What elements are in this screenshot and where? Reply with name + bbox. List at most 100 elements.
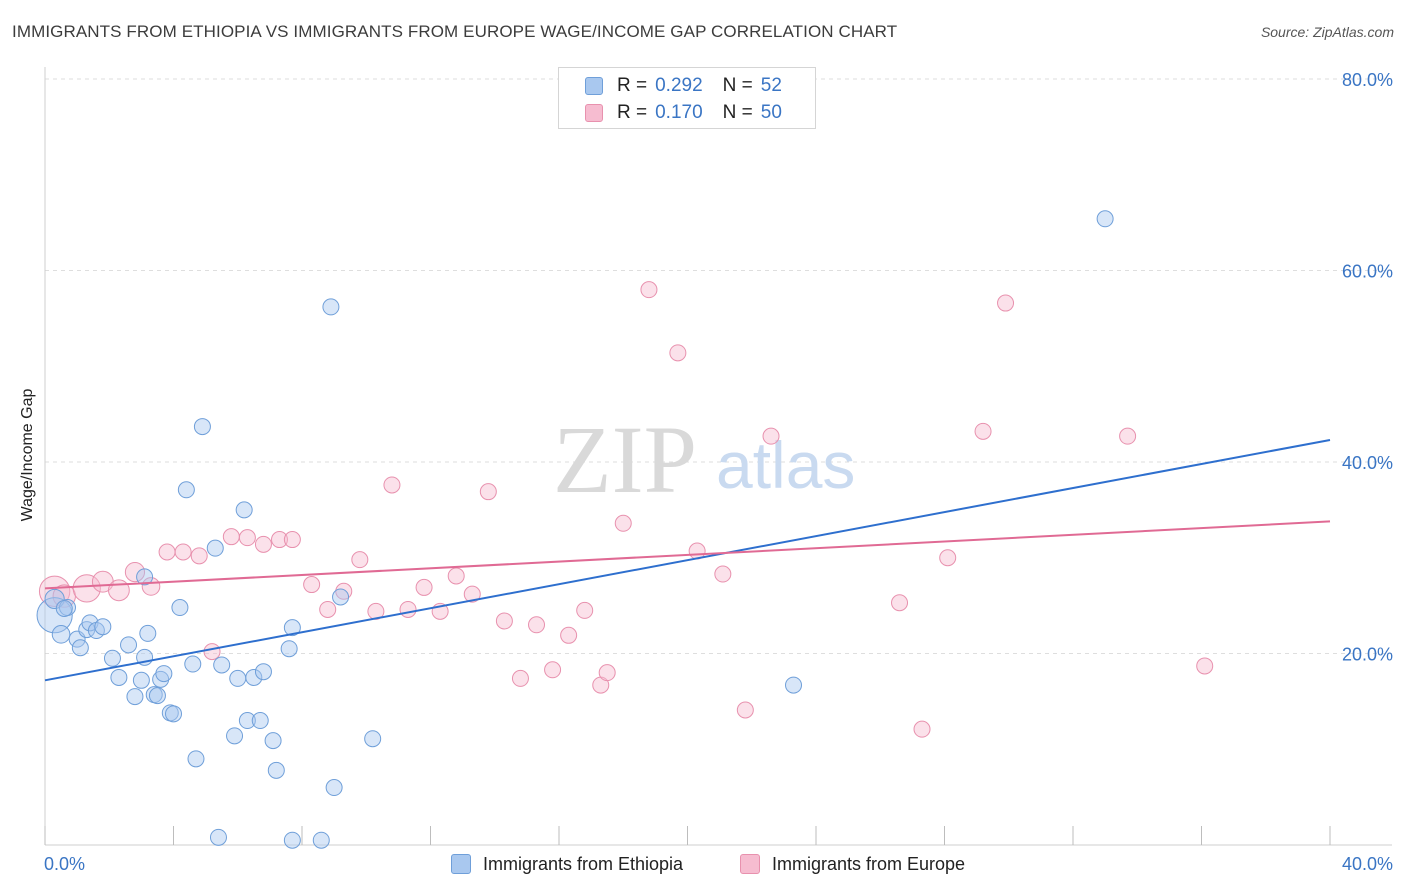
ethiopia-points — [36, 210, 1114, 849]
ethiopia-point — [44, 588, 65, 610]
ethiopia-point — [325, 779, 343, 797]
ethiopia-point — [155, 665, 173, 683]
ethiopia-point — [55, 599, 73, 617]
ethiopia-point — [364, 730, 382, 748]
ethiopia-r-label: R = — [617, 75, 648, 96]
europe-point — [528, 616, 546, 634]
legend-row-ethiopia: R = 0.292 N = 52 — [585, 74, 782, 98]
europe-point — [598, 664, 616, 682]
ethiopia-point — [226, 727, 244, 745]
europe-point — [319, 600, 337, 618]
ethiopia-n-label: N = — [722, 75, 753, 96]
ethiopia-point — [1096, 210, 1114, 228]
europe-point — [447, 567, 465, 585]
ethiopia-point — [283, 831, 301, 849]
europe-r-value: 0.170 — [655, 102, 703, 123]
ethiopia-point — [312, 831, 330, 849]
y-tick-label: 20.0% — [1342, 645, 1393, 665]
europe-point — [974, 422, 992, 440]
europe-n-label: N = — [722, 102, 753, 123]
europe-point — [463, 585, 481, 603]
ethiopia-point — [267, 761, 285, 779]
axes-layer — [44, 67, 1392, 846]
europe-point — [576, 601, 594, 619]
europe-point — [415, 578, 433, 596]
europe-trend-line — [44, 520, 1331, 590]
europe-point — [669, 344, 687, 362]
europe-point — [238, 529, 256, 547]
bottom-ethiopia-swatch — [451, 854, 471, 874]
ethiopia-point — [177, 481, 195, 499]
europe-swatch — [585, 104, 603, 122]
europe-point — [640, 281, 658, 299]
ethiopia-point — [235, 501, 253, 519]
bottom-legend-europe: Immigrants from Europe — [740, 852, 965, 876]
ethiopia-point — [184, 655, 202, 673]
ethiopia-point — [264, 732, 282, 750]
ethiopia-point — [251, 712, 269, 730]
europe-point — [158, 543, 176, 561]
tick-labels: 20.0% 40.0% 60.0% 80.0% 0.0% 40.0% — [44, 70, 1393, 874]
ethiopia-n-value: 52 — [760, 75, 782, 96]
ethiopia-point — [139, 624, 157, 642]
europe-point — [614, 514, 632, 532]
ethiopia-point — [51, 625, 71, 644]
europe-point — [1196, 657, 1214, 675]
ethiopia-point — [165, 705, 182, 723]
europe-point — [271, 531, 289, 549]
ethiopia-point — [36, 597, 73, 634]
europe-point — [190, 547, 208, 565]
europe-point — [303, 576, 321, 594]
europe-point — [72, 574, 101, 603]
ethiopia-point — [171, 599, 189, 617]
ethiopia-point — [110, 668, 128, 686]
ethiopia-point — [193, 418, 211, 436]
y-tick-label: 80.0% — [1342, 70, 1393, 90]
watermark-atlas: atlas — [716, 428, 855, 502]
ethiopia-point — [132, 671, 150, 689]
europe-point — [762, 427, 780, 445]
europe-point — [383, 476, 401, 494]
ethiopia-point — [254, 663, 272, 681]
ethiopia-point — [152, 670, 170, 688]
bottom-europe-label: Immigrants from Europe — [772, 853, 966, 874]
x-tick-label: 40.0% — [1342, 854, 1393, 874]
europe-point — [891, 594, 909, 612]
europe-n-value: 50 — [760, 102, 782, 123]
europe-point — [560, 626, 578, 644]
europe-point — [203, 643, 221, 661]
ethiopia-r-value: 0.292 — [655, 75, 703, 96]
watermark-zip: ZIP — [553, 406, 697, 513]
ethiopia-point — [206, 539, 224, 557]
bottom-europe-swatch — [740, 854, 760, 874]
ethiopia-point — [120, 636, 138, 654]
ethiopia-point — [94, 618, 112, 636]
ethiopia-point — [213, 656, 231, 674]
ethiopia-point — [322, 298, 340, 316]
europe-point — [399, 600, 417, 618]
ethiopia-point — [245, 668, 263, 686]
ethiopia-point — [280, 640, 298, 658]
bottom-ethiopia-label: Immigrants from Ethiopia — [483, 853, 684, 874]
trend-lines — [44, 438, 1331, 682]
watermark: ZIP atlas — [553, 406, 855, 513]
europe-r-label: R = — [617, 102, 648, 123]
europe-point — [544, 661, 562, 679]
europe-point — [107, 579, 130, 602]
europe-point — [283, 531, 301, 549]
ethiopia-trend-line — [44, 438, 1331, 682]
europe-point — [736, 701, 754, 719]
europe-point — [939, 549, 957, 567]
europe-point — [222, 528, 240, 546]
ethiopia-point — [332, 588, 350, 606]
ethiopia-point — [148, 687, 166, 705]
europe-point — [254, 535, 272, 553]
ethiopia-point — [785, 676, 803, 694]
europe-point — [351, 551, 369, 569]
ethiopia-point — [187, 750, 205, 768]
europe-point — [479, 483, 497, 501]
source-label: Source: ZipAtlas.com — [1260, 24, 1394, 40]
x-tick-label: 0.0% — [44, 854, 85, 874]
ethiopia-point — [238, 712, 256, 730]
bottom-legend-ethiopia: Immigrants from Ethiopia — [451, 852, 683, 876]
